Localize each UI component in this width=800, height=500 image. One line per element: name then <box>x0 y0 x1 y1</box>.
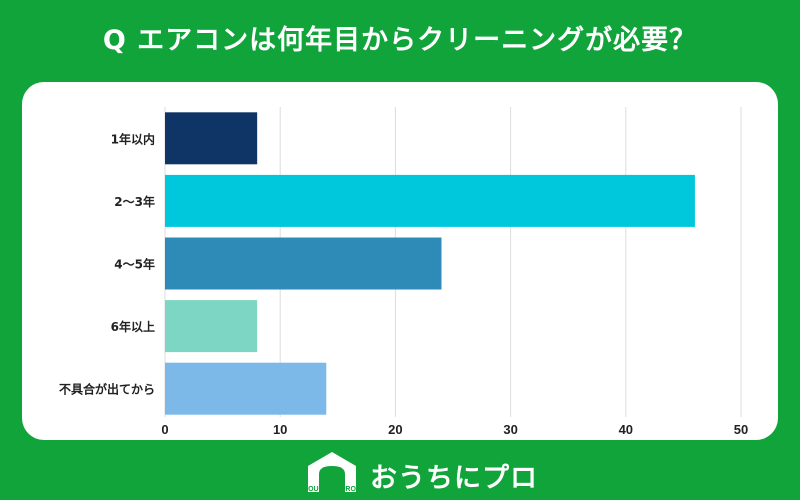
logo-mark-text: OUCHI ni PRO <box>308 486 356 493</box>
x-tick-label: 10 <box>273 422 287 437</box>
x-tick-label: 30 <box>503 422 517 437</box>
category-label: 4～5年 <box>114 257 155 272</box>
bar <box>165 237 442 290</box>
brand-name: おうちにプロ <box>370 463 538 494</box>
x-tick-label: 0 <box>161 422 168 437</box>
x-tick-label: 20 <box>388 422 402 437</box>
footer: OUCHI ni PRO おうちにプロ <box>0 450 800 496</box>
x-tick-label: 50 <box>734 422 748 437</box>
bar <box>165 174 695 227</box>
category-label: 1年以内 <box>111 131 155 146</box>
category-label: 不具合が出てから <box>59 382 155 397</box>
bar <box>165 112 258 165</box>
bar <box>165 362 327 415</box>
category-label: 6年以上 <box>111 319 155 334</box>
page-title: Q エアコンは何年目からクリーニングが必要？ <box>102 25 698 56</box>
house-logo-icon: OUCHI ni PRO <box>308 452 356 493</box>
category-label: 2～3年 <box>114 194 155 209</box>
x-tick-label: 40 <box>619 422 633 437</box>
bar <box>165 300 258 353</box>
chart-card: 0 10 20 30 40 50 1年以内 2～3年 4～5年 6年以上不具合が出てから <box>22 82 778 440</box>
